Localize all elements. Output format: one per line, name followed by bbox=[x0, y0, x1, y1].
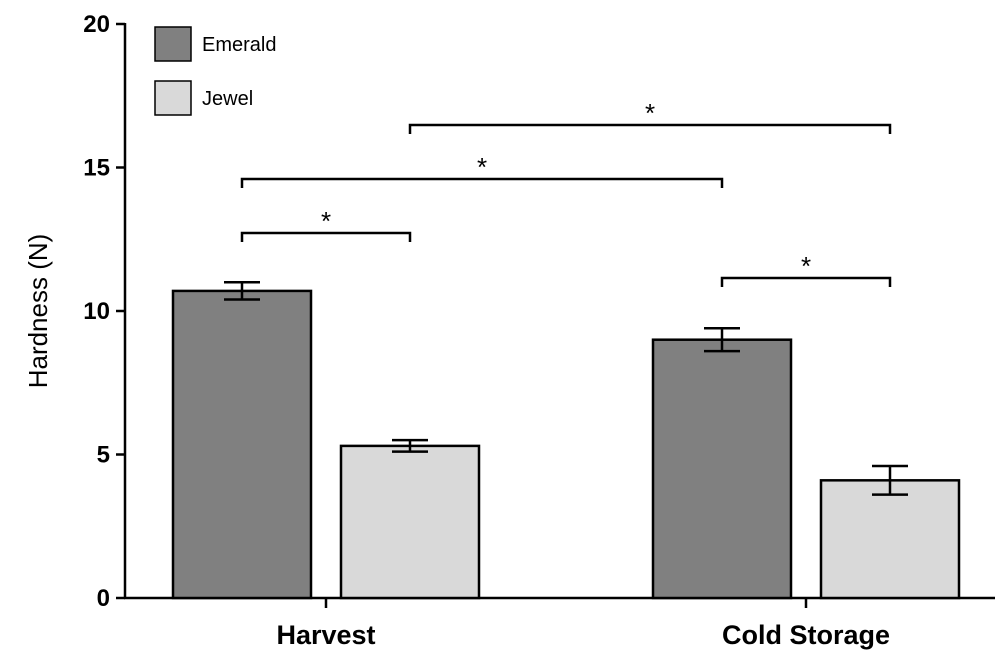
legend-swatch-emerald bbox=[154, 26, 192, 62]
y-tick-label: 10 bbox=[83, 298, 110, 325]
significance-star: * bbox=[477, 152, 487, 182]
bar-jewel-0 bbox=[339, 444, 481, 600]
bar-jewel-1 bbox=[819, 479, 961, 600]
significance-brackets: * * * * bbox=[240, 98, 892, 287]
legend-label-emerald: Emerald bbox=[202, 34, 276, 56]
x-tick-label: Harvest bbox=[276, 620, 375, 650]
significance-star: * bbox=[645, 98, 655, 128]
significance-bracket bbox=[408, 123, 892, 134]
legend-swatch-jewel bbox=[154, 80, 192, 116]
legend-label-jewel: Jewel bbox=[202, 88, 253, 110]
error-bars bbox=[224, 281, 908, 496]
significance-bracket bbox=[240, 177, 724, 188]
y-tick-label: 5 bbox=[97, 442, 110, 469]
x-tick-label: Cold Storage bbox=[722, 620, 890, 650]
y-tick-label: 0 bbox=[97, 585, 110, 612]
y-tick-label: 15 bbox=[83, 155, 110, 182]
y-tick-label: 20 bbox=[83, 11, 110, 38]
legend: Emerald Jewel bbox=[154, 26, 276, 116]
axes: 0 5 10 15 20 Hardness (N) Harvest Cold Storage bbox=[23, 11, 995, 650]
y-axis-label: Hardness (N) bbox=[23, 234, 53, 389]
significance-star: * bbox=[801, 251, 811, 281]
significance-star: * bbox=[321, 206, 331, 236]
significance-bracket bbox=[720, 276, 892, 287]
bar-emerald-0 bbox=[171, 289, 313, 600]
significance-bracket bbox=[240, 231, 412, 242]
bar-emerald-1 bbox=[651, 338, 793, 600]
bars bbox=[171, 289, 961, 600]
